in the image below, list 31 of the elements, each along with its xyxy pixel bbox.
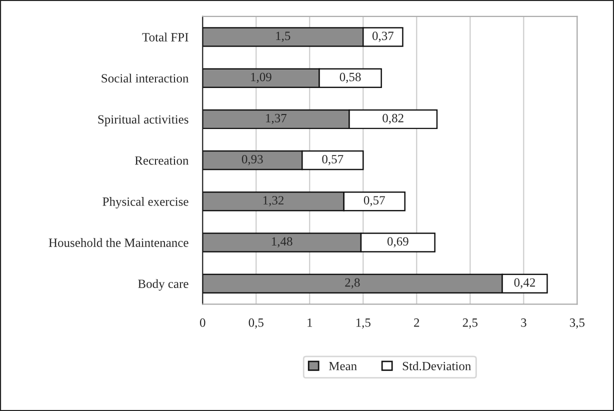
y-tick-label: Body care bbox=[138, 279, 188, 291]
y-tick-label: Spiritual activities bbox=[98, 114, 188, 126]
y-tick-label: Physical exercise bbox=[102, 197, 188, 208]
data-label: 0,42 bbox=[514, 278, 535, 289]
x-tick-label: 0 bbox=[200, 318, 206, 327]
data-label: 0,58 bbox=[340, 72, 361, 84]
x-tick-label: 2,5 bbox=[462, 318, 478, 329]
data-label: 0,93 bbox=[242, 154, 263, 166]
x-tick-label: 3 bbox=[521, 318, 526, 327]
data-label: 1,32 bbox=[263, 196, 284, 206]
y-tick-label: Social interaction bbox=[102, 74, 189, 83]
data-label: 1,48 bbox=[272, 237, 292, 248]
data-label: 1,37 bbox=[266, 114, 286, 124]
y-tick-label: Household the Maintenance bbox=[48, 238, 188, 247]
data-label: 0,69 bbox=[387, 237, 408, 248]
legend-label: Mean bbox=[328, 362, 357, 370]
data-label: 0,37 bbox=[372, 32, 394, 42]
y-tick-label: Total FPI bbox=[142, 32, 188, 42]
x-tick-label: 0,5 bbox=[248, 318, 264, 329]
data-label: 0,57 bbox=[364, 196, 385, 206]
x-tick-label: 3,5 bbox=[570, 318, 584, 329]
x-tick-label: 1,5 bbox=[356, 318, 370, 329]
data-label: 1,09 bbox=[251, 72, 272, 84]
x-tick-label: 1 bbox=[308, 318, 312, 327]
data-label: 0,57 bbox=[322, 154, 344, 166]
legend-label: Std.Deviation bbox=[402, 362, 471, 370]
data-label: 1,5 bbox=[276, 32, 290, 42]
y-tick-label: Recreation bbox=[134, 156, 189, 165]
x-tick-label: 2 bbox=[414, 318, 420, 327]
data-label: 2,8 bbox=[345, 278, 360, 289]
data-label: 0,82 bbox=[382, 114, 404, 124]
